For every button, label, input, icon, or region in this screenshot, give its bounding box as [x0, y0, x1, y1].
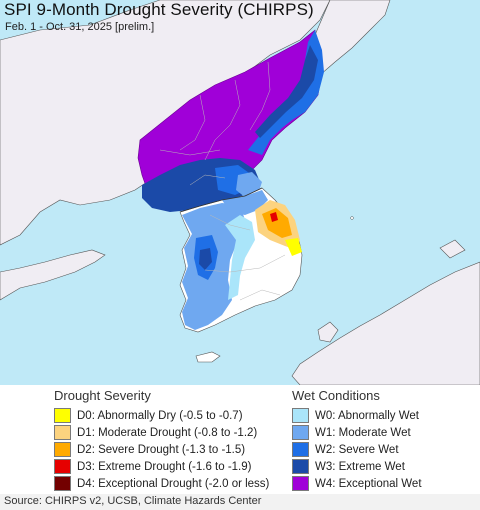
map-title: SPI 9-Month Drought Severity (CHIRPS): [4, 0, 314, 19]
legend-swatch-w3: [292, 459, 309, 474]
legend-item-w3: W3: Extreme Wet: [292, 458, 422, 475]
legend-item-d4: D4: Exceptional Drought (-2.0 or less): [54, 475, 269, 492]
legend-item-d2: D2: Severe Drought (-1.3 to -1.5): [54, 441, 269, 458]
legend-swatch-d1: [54, 425, 71, 440]
map-subtitle: Feb. 1 - Oct. 31, 2025 [prelim.]: [5, 21, 155, 33]
legend-wet-heading: Wet Conditions: [292, 388, 380, 403]
legend-label-d0: D0: Abnormally Dry (-0.5 to -0.7): [77, 409, 243, 422]
japan-islands: [317, 239, 466, 343]
legend-drought: Drought Severity D0: Abnormally Dry (-0.…: [54, 385, 269, 492]
map-canvas: [0, 0, 480, 385]
legend-swatch-w1: [292, 425, 309, 440]
legend-item-w1: W1: Moderate Wet: [292, 424, 422, 441]
legend-label-w2: W2: Severe Wet: [315, 443, 399, 456]
legend-item-d3: D3: Extreme Drought (-1.6 to -1.9): [54, 458, 269, 475]
sk-east-d0: [285, 238, 302, 256]
jeju-island: [195, 351, 221, 363]
legend: Drought Severity D0: Abnormally Dry (-0.…: [0, 385, 480, 493]
legend-item-w2: W2: Severe Wet: [292, 441, 422, 458]
ne-coast-w3: [255, 45, 318, 138]
sk-north-w1: [222, 190, 268, 215]
sk-west-w0: [225, 215, 255, 300]
ulleung-island: [350, 216, 354, 220]
legend-label-d2: D2: Severe Drought (-1.3 to -1.5): [77, 443, 246, 456]
legend-label-w1: W1: Moderate Wet: [315, 426, 411, 439]
japan-land: [291, 261, 480, 385]
legend-swatch-d4: [54, 476, 71, 491]
legend-label-w3: W3: Extreme Wet: [315, 460, 405, 473]
legend-item-d0: D0: Abnormally Dry (-0.5 to -0.7): [54, 407, 269, 424]
drought-map: SPI 9-Month Drought Severity (CHIRPS) Fe…: [0, 0, 480, 385]
legend-item-w0: W0: Abnormally Wet: [292, 407, 422, 424]
legend-swatch-d0: [54, 408, 71, 423]
legend-wet: Wet Conditions W0: Abnormally Wet W1: Mo…: [292, 385, 422, 492]
legend-label-d1: D1: Moderate Drought (-0.8 to -1.2): [77, 426, 258, 439]
legend-label-d4: D4: Exceptional Drought (-2.0 or less): [77, 477, 270, 490]
sk-east-d3: [270, 212, 278, 222]
legend-item-w4: W4: Exceptional Wet: [292, 475, 422, 492]
legend-swatch-d3: [54, 459, 71, 474]
legend-label-w4: W4: Exceptional Wet: [315, 477, 422, 490]
sk-east-d2: [262, 208, 292, 238]
source-credit: Source: CHIRPS v2, UCSB, Climate Hazards…: [4, 495, 262, 507]
legend-swatch-w4: [292, 476, 309, 491]
shandong-land: [0, 249, 106, 301]
province-borders: [159, 61, 286, 301]
legend-drought-heading: Drought Severity: [54, 388, 151, 403]
legend-swatch-d2: [54, 442, 71, 457]
legend-item-d1: D1: Moderate Drought (-0.8 to -1.2): [54, 424, 269, 441]
korea-dmz-border: [179, 187, 263, 213]
legend-swatch-w0: [292, 408, 309, 423]
footer: Source: CHIRPS v2, UCSB, Climate Hazards…: [0, 494, 480, 510]
legend-label-d3: D3: Extreme Drought (-1.6 to -1.9): [77, 460, 252, 473]
sk-west-w3: [199, 248, 212, 270]
legend-swatch-w2: [292, 442, 309, 457]
legend-label-w0: W0: Abnormally Wet: [315, 409, 419, 422]
